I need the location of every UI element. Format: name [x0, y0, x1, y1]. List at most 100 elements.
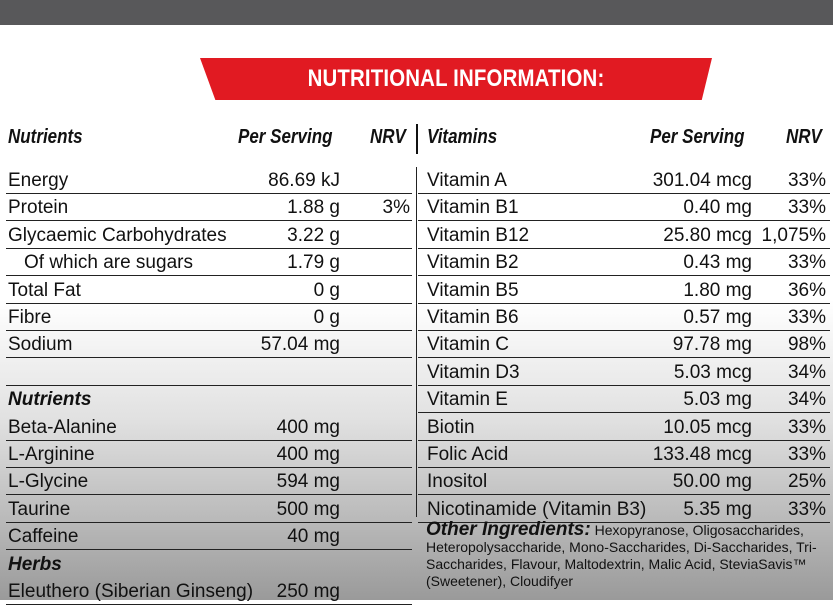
other-ingredients-label: Other Ingredients:: [426, 519, 591, 540]
row-divider: [6, 193, 412, 194]
row-divider: [6, 494, 412, 496]
header-per-serving-left: Per Serving: [238, 126, 333, 148]
table-row: Vitamin B6 0.57 mg 33%: [418, 304, 830, 331]
section-header-nutrients: Nutrients: [8, 389, 92, 411]
table-row: Folic Acid 133.48 mcg 33%: [418, 441, 830, 468]
table-row: Vitamin B1 0.40 mg 33%: [418, 194, 830, 222]
vitamin-nrv: 33%: [787, 444, 826, 465]
row-divider: [6, 384, 412, 386]
vitamin-value: 5.35 mg: [683, 498, 752, 520]
vitamin-name: Vitamin B5: [427, 279, 519, 301]
table-row: Vitamin B2 0.43 mg 33%: [418, 249, 830, 277]
header-nutrients: Nutrients: [8, 126, 83, 148]
nutrient-name: Fibre: [8, 307, 52, 328]
table-row: Vitamin D3 5.03 mcg 34%: [418, 359, 830, 386]
nutrient-value: 57.04 mg: [260, 334, 340, 356]
header-nrv-right: NRV: [786, 126, 822, 148]
table-row: Vitamin B12 25.80 mcg 1,075%: [418, 222, 830, 249]
vitamin-nrv: 25%: [787, 471, 826, 493]
vitamin-nrv: 33%: [787, 197, 826, 219]
nutrient-name: Protein: [8, 197, 69, 219]
vitamin-name: Biotin: [427, 416, 475, 438]
vitamin-name: Vitamin B2: [427, 252, 519, 274]
row-divider: [6, 330, 412, 331]
vitamin-value: 97.78 mg: [672, 334, 752, 356]
vitamin-nrv: 34%: [787, 389, 826, 411]
row-divider: [418, 439, 830, 441]
nutrient-value: 1.88 g: [287, 197, 340, 219]
vitamin-value: 0.57 mg: [683, 307, 752, 328]
row-divider: [418, 275, 830, 277]
table-row: L-Arginine 400 mg: [6, 441, 412, 468]
section-header-herbs: Herbs: [8, 553, 62, 575]
nutrient-value: 0 g: [313, 307, 340, 328]
other-ingredients: Other Ingredients: Hexopyranose, Oligosa…: [426, 519, 831, 590]
other-ingredients-text: Hexopyranose, Oligosaccharides, Heteropo…: [426, 522, 817, 589]
row-divider: [418, 193, 830, 194]
nutrient-name: Sodium: [8, 334, 73, 356]
herb-value: 250 mg: [276, 581, 340, 602]
vitamin-nrv: 33%: [787, 498, 826, 520]
vitamin-value: 0.40 mg: [683, 197, 752, 219]
title-banner: [200, 58, 712, 100]
nutrient-name: Taurine: [8, 498, 71, 520]
herb-name: Eleuthero (Siberian Ginseng): [8, 581, 254, 602]
vitamin-value: 133.48 mcg: [652, 444, 752, 465]
table-row: Taurine 500 mg: [6, 496, 412, 523]
section-header-row: Herbs: [6, 551, 412, 578]
row-divider: [6, 357, 412, 359]
vitamin-value: 10.05 mcg: [663, 416, 752, 438]
row-divider: [418, 384, 830, 386]
vitamin-value: 0.43 mg: [683, 252, 752, 274]
header-divider: [416, 124, 418, 154]
table-row: Caffeine 40 mg: [6, 523, 412, 551]
nutrient-value: 86.69 kJ: [268, 170, 340, 191]
vitamin-value: 5.03 mg: [683, 389, 752, 411]
vitamin-nrv: 1,075%: [761, 224, 826, 246]
vitamin-nrv: 33%: [787, 416, 826, 438]
table-row: Sodium 57.04 mg: [6, 331, 412, 359]
table-row: Beta-Alanine 400 mg: [6, 414, 412, 441]
row-divider: [6, 521, 412, 523]
table-row: Vitamin B5 1.80 mg 36%: [418, 277, 830, 304]
header-per-serving-right: Per Serving: [650, 126, 745, 148]
row-divider: [418, 220, 830, 222]
vitamin-name: Vitamin E: [427, 389, 508, 411]
vitamin-value: 301.04 mcg: [652, 170, 752, 191]
nutrient-value: 500 mg: [276, 498, 340, 520]
table-row: Glycaemic Carbohydrates 3.22 g: [6, 222, 412, 249]
row-divider: [418, 467, 830, 468]
nutrient-name: Beta-Alanine: [8, 416, 117, 438]
table-row: Fibre 0 g: [6, 304, 412, 331]
row-divider: [418, 302, 830, 304]
row-divider: [6, 247, 412, 249]
vitamin-name: Vitamin C: [427, 334, 510, 356]
table-row: Biotin 10.05 mcg 33%: [418, 414, 830, 441]
nutrient-nrv: [356, 222, 410, 249]
table-row: Eleuthero (Siberian Ginseng) 250 mg: [6, 578, 412, 605]
vitamin-nrv: 36%: [787, 279, 826, 301]
table-row: Nicotinamide (Vitamin B3) 5.35 mg 33%: [418, 496, 830, 523]
row-divider: [6, 467, 412, 468]
nutrient-value: 40 mg: [287, 526, 340, 548]
vitamin-name: Nicotinamide (Vitamin B3): [427, 498, 647, 520]
row-divider: [418, 521, 830, 523]
nutrient-name: L-Arginine: [8, 444, 95, 465]
vitamin-name: Folic Acid: [427, 444, 509, 465]
nutrient-value: 400 mg: [276, 416, 340, 438]
row-divider: [6, 439, 412, 441]
nutrient-value: 0 g: [313, 279, 340, 301]
vitamin-nrv: 34%: [787, 361, 826, 383]
row-divider: [6, 302, 412, 304]
header-vitamins: Vitamins: [427, 126, 498, 148]
row-divider: [6, 549, 412, 551]
vitamin-name: Vitamin A: [427, 170, 507, 191]
table-row: Protein 1.88 g 3%: [6, 194, 412, 222]
nutrient-name: Caffeine: [8, 526, 79, 548]
row-divider: [418, 247, 830, 249]
nutrient-nrv: 3%: [382, 197, 410, 219]
nutrient-nrv: [356, 167, 410, 194]
table-row: Of which are sugars 1.79 g: [6, 249, 412, 277]
vitamin-nrv: 33%: [787, 307, 826, 328]
nutrient-value: 1.79 g: [287, 252, 340, 274]
